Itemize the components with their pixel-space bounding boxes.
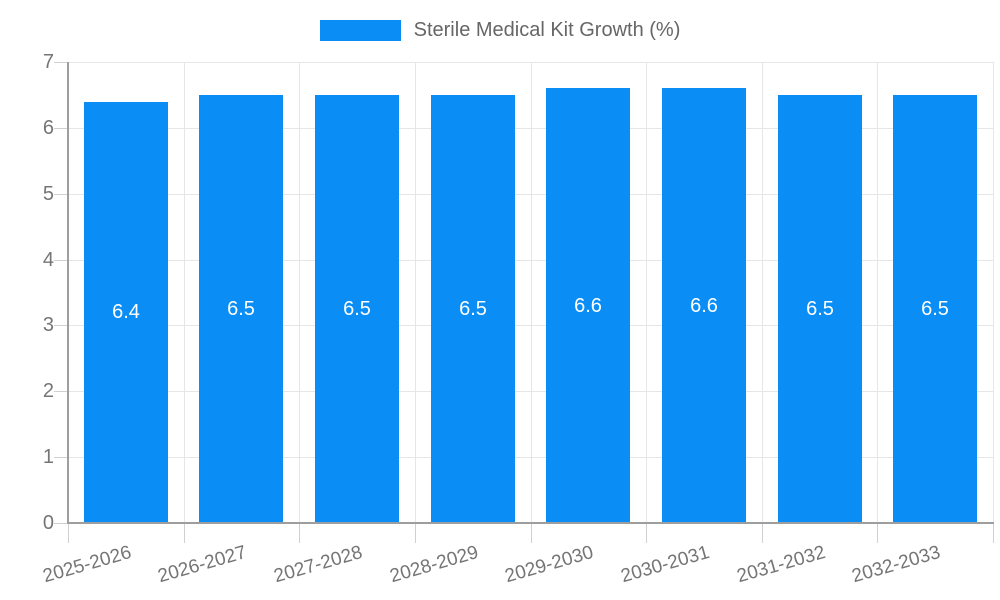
legend-swatch-icon [319,19,401,41]
bar-value-label: 6.5 [227,298,255,320]
bar [662,88,746,523]
bar-value-label: 6.5 [806,298,834,320]
vertical-gridline [993,62,994,523]
vertical-gridline [299,62,300,523]
legend-label: Sterile Medical Kit Growth (%) [413,19,681,41]
vertical-gridline [762,62,763,523]
x-axis-tick [68,523,69,543]
x-axis-tick [531,523,532,543]
y-axis-tick-label: 5 [42,183,54,205]
vertical-gridline [877,62,878,523]
horizontal-gridline [68,391,993,392]
legend[interactable]: Sterile Medical Kit Growth (%) [0,18,1000,42]
y-axis-tick [54,194,68,195]
y-axis-tick [54,62,68,63]
y-axis-tick-label: 6 [42,117,54,139]
x-axis-line [67,522,994,524]
y-axis-tick-label: 2 [42,380,54,402]
y-axis-tick [54,391,68,392]
bar [893,95,977,523]
x-axis-tick [415,523,416,543]
y-axis-tick-label: 0 [42,512,54,534]
x-axis-tick [646,523,647,543]
vertical-gridline [415,62,416,523]
bar [199,95,283,523]
y-axis-tick [54,457,68,458]
y-axis-tick-label: 1 [42,446,54,468]
vertical-gridline [646,62,647,523]
bar-value-label: 6.4 [112,301,140,323]
vertical-gridline [531,62,532,523]
horizontal-gridline [68,325,993,326]
horizontal-gridline [68,457,993,458]
bar-value-label: 6.5 [459,298,487,320]
bar [315,95,399,523]
y-axis-tick-label: 3 [42,314,54,336]
x-axis-tick [184,523,185,543]
bar [84,102,168,523]
y-axis-tick-label: 7 [42,51,54,73]
y-axis-tick [54,325,68,326]
bar-value-label: 6.5 [343,298,371,320]
y-axis-tick [54,128,68,129]
bar [431,95,515,523]
bar-value-label: 6.5 [921,298,949,320]
x-axis-tick [762,523,763,543]
bar-value-label: 6.6 [574,295,602,317]
bar [778,95,862,523]
horizontal-gridline [68,62,993,63]
bar-value-label: 6.6 [690,295,718,317]
x-axis-tick [993,523,994,543]
horizontal-gridline [68,260,993,261]
bar [546,88,630,523]
y-axis-tick [54,523,68,524]
x-axis-tick [877,523,878,543]
y-axis-line [67,62,69,524]
x-axis-tick [299,523,300,543]
y-axis-tick [54,260,68,261]
horizontal-gridline [68,128,993,129]
horizontal-gridline [68,194,993,195]
y-axis-tick-label: 4 [42,249,54,271]
vertical-gridline [184,62,185,523]
